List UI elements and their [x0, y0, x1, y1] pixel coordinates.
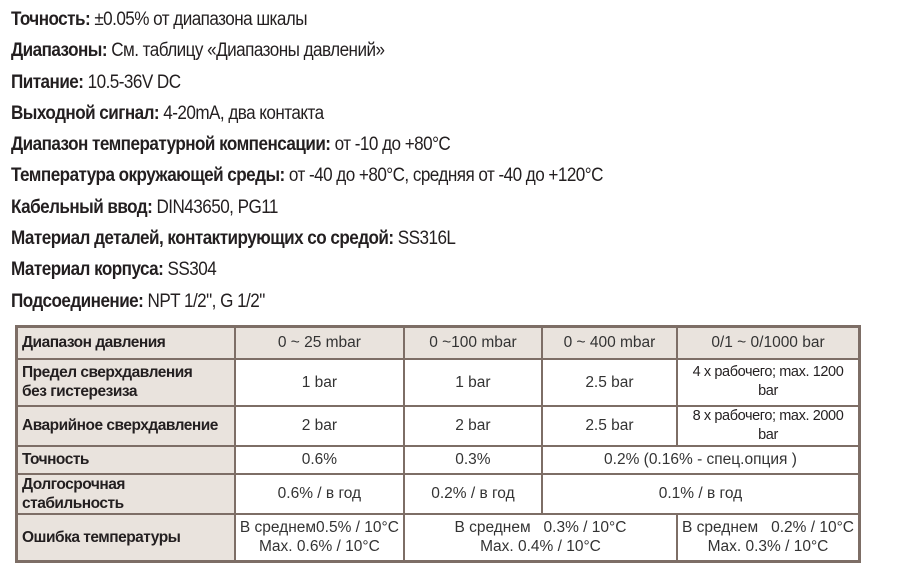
- spec-ranges: Диапазоны: См. таблицу «Диапазоны давлен…: [11, 40, 385, 62]
- table-cell: 2.5 bar: [540, 404, 678, 447]
- row-label: Аварийное сверхдавление: [15, 404, 236, 447]
- table-row: Диапазон давления 0 ~ 25 mbar 0 ~100 mba…: [15, 325, 861, 360]
- table-cell: 0.6% / в год: [233, 472, 405, 515]
- spec-output: Выходной сигнал: 4-20mA, два контакта: [11, 102, 324, 124]
- table-cell: В среднем 0.3% / 10°C Max. 0.4% / 10°C: [402, 512, 678, 563]
- table-cell: 2 bar: [233, 404, 405, 447]
- table-cell: 0 ~ 25 mbar: [233, 325, 405, 360]
- table-cell: 0 ~100 mbar: [402, 325, 543, 360]
- row-label: Предел сверхдавления без гистерезиза: [15, 357, 236, 407]
- spec-temp-comp: Диапазон температурной компенсации: от -…: [11, 134, 451, 156]
- spec-list: Точность: ±0.05% от диапазона шкалы Диап…: [11, 4, 669, 317]
- row-label: Долгосрочная стабильность: [15, 472, 236, 515]
- spec-housing: Материал корпуса: SS304: [11, 259, 217, 281]
- table-cell: 0.6%: [233, 444, 405, 475]
- table-cell: В среднем0.5% / 10°C Max. 0.6% / 10°C: [233, 512, 405, 563]
- table-cell: В среднем 0.2% / 10°C Max. 0.3% / 10°C: [675, 512, 861, 563]
- table-cell: 0/1 ~ 0/1000 bar: [675, 325, 861, 360]
- table-cell: 0.3%: [402, 444, 543, 475]
- table-cell: 8 x рабочего; max. 2000 bar: [675, 404, 861, 447]
- pressure-ranges-table: Диапазон давления 0 ~ 25 mbar 0 ~100 mba…: [15, 325, 861, 563]
- table-cell: 1 bar: [233, 357, 405, 407]
- table-cell: 4 x рабочего; max. 1200 bar: [675, 357, 861, 407]
- table-row: Долгосрочная стабильность 0.6% / в год 0…: [15, 472, 861, 515]
- row-label: Диапазон давления: [15, 325, 236, 360]
- row-label: Точность: [15, 444, 236, 475]
- table-cell: 1 bar: [402, 357, 543, 407]
- spec-connection: Подсоединение: NPT 1/2", G 1/2": [11, 290, 265, 312]
- table-row: Аварийное сверхдавление 2 bar 2 bar 2.5 …: [15, 404, 861, 447]
- table-row: Ошибка температуры В среднем0.5% / 10°C M…: [15, 512, 861, 563]
- table-row: Предел сверхдавления без гистерезиза 1 ba…: [15, 357, 861, 407]
- spec-ambient-temp: Температура окружающей среды: от -40 до …: [11, 165, 603, 187]
- table-cell: 2.5 bar: [540, 357, 678, 407]
- table-cell: 2 bar: [402, 404, 543, 447]
- table-cell: 0 ~ 400 mbar: [540, 325, 678, 360]
- spec-power: Питание: 10.5-36V DC: [11, 71, 181, 93]
- spec-cable: Кабельный ввод: DIN43650, PG11: [11, 196, 278, 218]
- table-cell: 0.1% / в год: [540, 472, 861, 515]
- spec-accuracy: Точность: ±0.05% от диапазона шкалы: [11, 9, 308, 30]
- table-cell: 0.2% / в год: [402, 472, 543, 515]
- spec-wetted-material: Материал деталей, контактирующих со сред…: [11, 228, 456, 250]
- table-row: Точность 0.6% 0.3% 0.2% (0.16% - спец.оп…: [15, 444, 861, 475]
- row-label: Ошибка температуры: [15, 512, 236, 563]
- table-cell: 0.2% (0.16% - спец.опция ): [540, 444, 861, 475]
